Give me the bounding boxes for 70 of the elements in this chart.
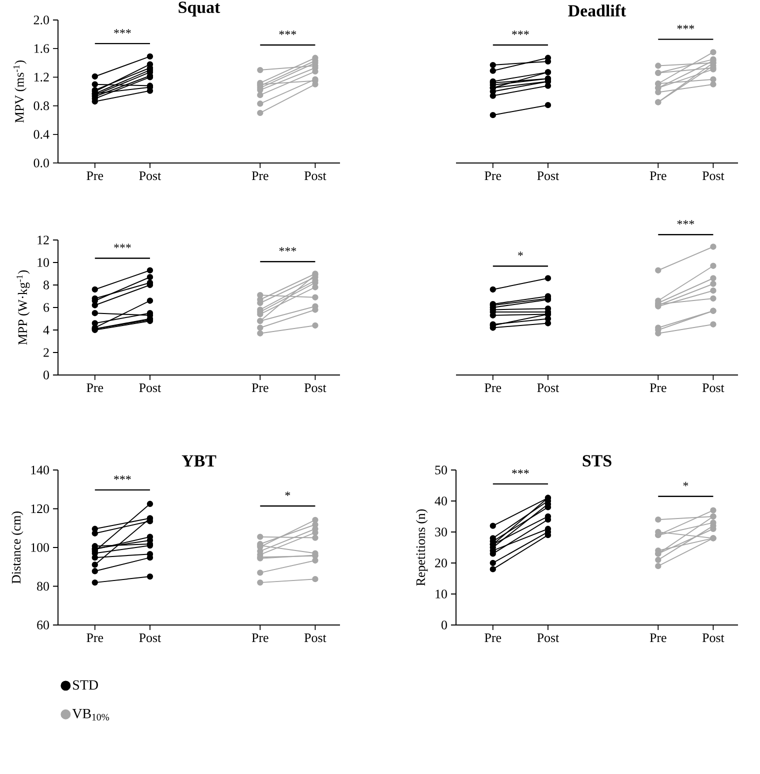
annotation: *** [677, 24, 694, 30]
annotation: *** [114, 476, 131, 480]
y-axis-title: MPP (W·kg$^{-1}$) [16, 270, 30, 345]
y-tick-label: 12 [38, 236, 49, 244]
y-tick-label: 0 [44, 370, 49, 380]
x-tick-label: Post [139, 172, 162, 180]
x-tick-label: Post [304, 172, 326, 180]
x-tick-label: Post [537, 172, 560, 180]
y-tick-label: 10 [38, 258, 49, 267]
annotation: * [285, 492, 290, 496]
y-tick-label: 100 [31, 543, 49, 552]
x-tick-label: Pre [86, 172, 104, 180]
x-tick-label: Post [702, 384, 724, 392]
y-tick-label: 80 [37, 582, 49, 591]
annotation: *** [279, 30, 296, 35]
y-tick-label: 20 [435, 558, 447, 568]
x-tick-label: Pre [252, 172, 268, 180]
chart-title: Deadlift [568, 4, 626, 16]
y-tick-label: 1.6 [34, 44, 50, 53]
x-tick-label: Post [139, 384, 162, 392]
annotation: *** [512, 470, 529, 474]
x-tick-label: Pre [252, 634, 268, 642]
y-axis-title: MPV (ms$^{-1}$) [13, 60, 26, 123]
chart-title: Squat [178, 2, 220, 16]
x-tick-label: Post [702, 634, 724, 642]
x-tick-label: Pre [484, 634, 502, 642]
y-tick-label: 40 [434, 496, 447, 506]
x-tick-label: Post [304, 634, 326, 642]
annotation: * [683, 482, 688, 486]
y-tick-label: 2 [44, 348, 49, 357]
annotation: *** [114, 29, 131, 34]
x-tick-label: Pre [484, 384, 502, 392]
x-tick-label: Post [537, 384, 560, 392]
x-tick-label: Post [537, 634, 560, 642]
y-tick-label: 10 [436, 590, 447, 598]
x-tick-label: Pre [86, 634, 104, 642]
x-tick-label: Pre [650, 172, 666, 180]
y-tick-label: 30 [435, 528, 447, 536]
y-tick-label: 50 [435, 466, 447, 474]
y-tick-label: 4 [43, 326, 50, 334]
y-tick-label: 2.0 [34, 16, 49, 24]
y-tick-label: 1.2 [34, 72, 49, 82]
y-tick-label: 6 [44, 303, 50, 312]
annotation: *** [279, 247, 296, 252]
x-tick-label: Pre [650, 384, 666, 392]
y-axis-title: Repetitions (n) [416, 509, 428, 586]
y-tick-label: 8 [44, 280, 49, 290]
x-tick-label: Pre [484, 172, 502, 180]
chart-title: YBT [182, 455, 216, 466]
y-tick-label: 0.8 [34, 101, 49, 110]
x-tick-label: Pre [650, 634, 666, 642]
annotation: * [518, 252, 523, 256]
legend-label: VB$_{10%}$ [72, 709, 110, 720]
x-tick-label: Pre [86, 384, 104, 392]
y-tick-label: 0.0 [34, 158, 49, 168]
y-axis-title: Distance (cm) [11, 512, 24, 584]
annotation: *** [512, 30, 529, 35]
legend-label: STD [73, 680, 98, 690]
x-tick-label: Pre [252, 384, 268, 392]
x-tick-label: Post [139, 634, 162, 642]
x-tick-label: Post [304, 384, 326, 392]
y-tick-label: 120 [31, 504, 49, 514]
text: *** [677, 220, 694, 225]
chart-title: STS [582, 455, 612, 466]
y-tick-label: 140 [31, 466, 49, 474]
y-tick-label: 0.4 [34, 130, 50, 139]
x-tick-label: Post [702, 172, 724, 180]
annotation: *** [114, 244, 131, 248]
y-tick-label: 60 [37, 620, 49, 630]
y-tick-label: 0 [442, 620, 447, 630]
